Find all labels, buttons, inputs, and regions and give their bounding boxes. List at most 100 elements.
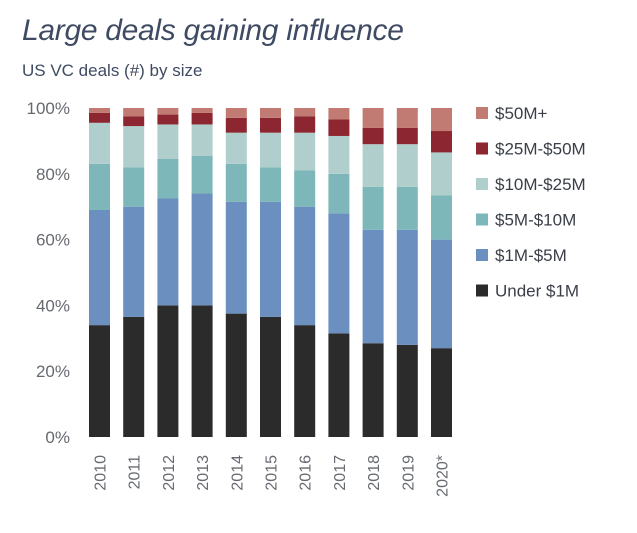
- bar-segment: [89, 112, 110, 123]
- y-tick-label: 100%: [27, 99, 70, 118]
- legend-label: $5M-$10M: [495, 211, 576, 230]
- bar-segment: [157, 158, 179, 199]
- bar-segment: [89, 108, 110, 113]
- bar-segment: [260, 132, 281, 168]
- bar-segment: [123, 206, 145, 317]
- bar-segment: [157, 198, 179, 306]
- x-tick-label: 2011: [127, 455, 144, 490]
- legend-label: $10M-$25M: [495, 175, 586, 194]
- bar-segment: [123, 167, 145, 207]
- bar-segment: [191, 305, 213, 437]
- bar-segment: [191, 155, 213, 194]
- bar-segment: [260, 201, 281, 317]
- bar-segment: [294, 116, 316, 133]
- bar-segment: [362, 186, 384, 230]
- chart-title: Large deals gaining influence: [22, 14, 404, 47]
- bar-segment: [362, 127, 384, 145]
- bar-segment: [157, 108, 179, 115]
- legend-swatch: [476, 249, 488, 261]
- bar-segment: [362, 229, 384, 344]
- bar-segment: [123, 116, 145, 127]
- bar-segment: [328, 119, 350, 136]
- bar-segment: [396, 127, 418, 145]
- y-tick-label: 0%: [45, 428, 70, 447]
- legend: $50M+ $25M-$50M $10M-$25M $5M-$10M $1M-$5M Un…: [476, 104, 586, 301]
- legend-swatch: [476, 178, 488, 190]
- bar-segment: [431, 195, 452, 240]
- legend-swatch: [476, 142, 488, 155]
- x-tick-label: 2013: [195, 455, 212, 491]
- bar-segment: [191, 124, 213, 156]
- bar-segment: [123, 108, 145, 117]
- x-tick-label: 2018: [366, 455, 383, 491]
- bar-segment: [260, 108, 281, 118]
- bar-segment: [294, 206, 316, 326]
- x-tick-label: 2019: [400, 455, 417, 491]
- bar-segment: [396, 186, 418, 230]
- x-tick-label: 2012: [161, 455, 178, 491]
- legend-swatch: [476, 107, 488, 119]
- y-tick-label: 20%: [36, 362, 70, 381]
- bar-segment: [362, 343, 384, 437]
- x-tick-label: 2016: [298, 455, 315, 491]
- bar-segment: [225, 313, 247, 437]
- bars: [89, 108, 452, 437]
- legend-swatch: [476, 284, 488, 297]
- bar-segment: [225, 117, 247, 133]
- y-tick-label: 60%: [36, 231, 70, 250]
- bar-segment: [362, 144, 384, 187]
- bar-segment: [225, 108, 247, 118]
- bar-segment: [294, 325, 316, 437]
- bar-segment: [431, 348, 452, 437]
- bar-segment: [260, 316, 281, 437]
- bar-segment: [123, 316, 145, 437]
- bar-segment: [362, 108, 384, 128]
- bar-segment: [328, 108, 350, 120]
- bar-segment: [294, 108, 316, 117]
- bar-segment: [123, 126, 145, 168]
- bar-segment: [396, 108, 418, 128]
- legend-label: $1M-$5M: [495, 246, 567, 265]
- x-tick-label: 2017: [332, 455, 349, 491]
- bar-segment: [225, 201, 247, 314]
- bar-segment: [396, 144, 418, 187]
- x-tick-label: 2015: [264, 455, 281, 491]
- legend-label: Under $1M: [495, 282, 579, 301]
- y-axis: 0% 20% 40% 60% 80% 100%: [27, 99, 70, 447]
- bar-segment: [191, 193, 213, 306]
- x-tick-label: 2010: [93, 455, 110, 491]
- bar-segment: [260, 117, 281, 133]
- bar-segment: [431, 152, 452, 196]
- bar-segment: [396, 344, 418, 437]
- x-tick-label: 2020*: [435, 455, 452, 497]
- bar-segment: [431, 239, 452, 349]
- chart-subtitle: US VC deals (#) by size: [22, 61, 203, 80]
- bar-segment: [157, 124, 179, 159]
- bar-segment: [89, 325, 110, 437]
- bar-segment: [328, 135, 350, 174]
- bar-segment: [328, 213, 350, 334]
- legend-swatch: [476, 213, 488, 226]
- bar-segment: [89, 122, 110, 164]
- y-tick-label: 40%: [36, 296, 70, 315]
- bar-segment: [157, 114, 179, 125]
- bar-segment: [396, 229, 418, 345]
- bar-segment: [328, 173, 350, 214]
- bar-segment: [89, 209, 110, 326]
- bar-segment: [191, 112, 213, 125]
- legend-label: $50M+: [495, 104, 548, 123]
- bar-segment: [225, 132, 247, 164]
- bar-segment: [89, 163, 110, 210]
- y-tick-label: 80%: [36, 165, 70, 184]
- legend-label: $25M-$50M: [495, 140, 586, 159]
- bar-segment: [294, 132, 316, 171]
- bar-segment: [328, 333, 350, 437]
- x-tick-label: 2014: [229, 455, 246, 491]
- bar-segment: [260, 167, 281, 202]
- bar-segment: [225, 163, 247, 202]
- bar-segment: [191, 108, 213, 113]
- x-axis: 2010 2011 2012 2013 2014 2015 2016 2017 2018 2019…: [93, 455, 452, 497]
- bar-segment: [431, 131, 452, 153]
- bar-segment: [157, 305, 179, 437]
